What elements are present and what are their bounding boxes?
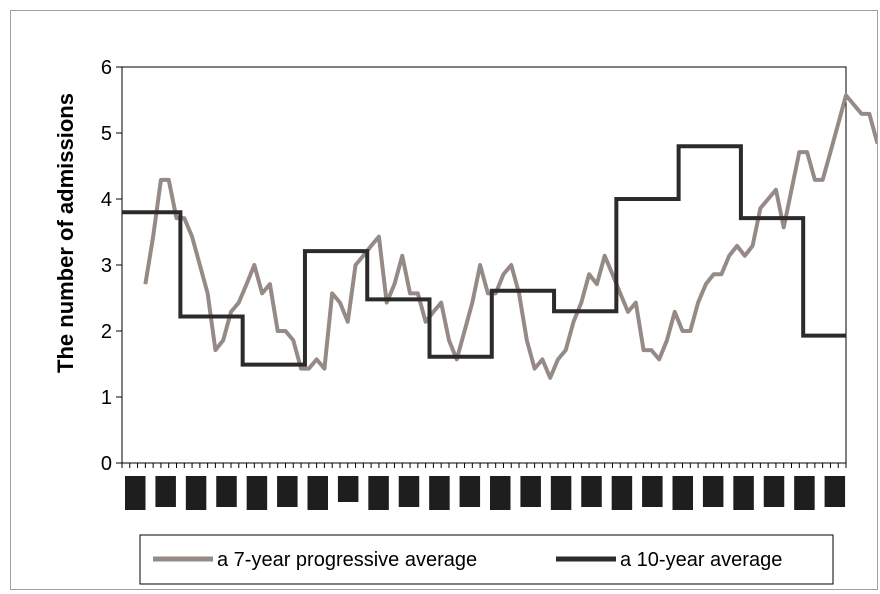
legend-label-10-year: a 10-year average [620, 549, 782, 571]
x-tick-label-block [337, 476, 359, 502]
x-axis [121, 463, 847, 468]
y-tick-label: 4 [101, 189, 112, 211]
y-tick-label: 2 [101, 321, 112, 343]
y-axis-label: The number of admissions [53, 93, 78, 373]
x-tick-label-block [368, 476, 389, 510]
x-tick-label-block [824, 476, 846, 507]
y-axis: 0 1 2 3 4 5 6 [101, 57, 122, 475]
x-tick-label-block [733, 476, 754, 510]
y-tick-label: 1 [101, 387, 112, 409]
x-tick-label-block [794, 476, 815, 510]
legend: a 7-year progressive average a 10-year a… [139, 534, 834, 585]
series-line-7-year-progressive-average [143, 93, 877, 380]
x-tick-label-block [550, 476, 572, 510]
x-tick-label-block [702, 476, 724, 507]
legend-box [139, 534, 834, 585]
x-tick-label-blocks [125, 476, 846, 510]
chart-frame: 0 1 2 3 4 5 6 The number of admissions a 7-yea… [10, 10, 878, 590]
x-tick-label-block [246, 476, 268, 510]
series-line-10-year-average [122, 144, 846, 367]
x-tick-label-block [490, 476, 511, 510]
x-tick-label-block [216, 476, 237, 507]
y-tick-label: 0 [101, 453, 112, 475]
series-layer [122, 93, 877, 380]
x-tick-label-block [581, 476, 602, 507]
x-tick-label-block [185, 476, 207, 510]
x-tick-label-block [429, 476, 450, 510]
y-tick-label: 5 [101, 123, 112, 145]
plot-area [121, 66, 847, 464]
x-tick-label-block [642, 476, 663, 507]
x-tick-label-block [125, 476, 146, 510]
x-tick-label-block [459, 476, 481, 507]
y-tick-label: 6 [101, 57, 112, 79]
x-tick-label-block [672, 476, 693, 510]
x-tick-label-block [763, 476, 785, 507]
y-tick-label: 3 [101, 255, 112, 277]
legend-label-7-year: a 7-year progressive average [217, 549, 477, 571]
x-tick-label-block [307, 476, 328, 510]
x-tick-label-block [611, 476, 633, 510]
x-tick-label-block [277, 476, 298, 507]
x-tick-label-block [155, 476, 176, 507]
x-tick-label-block [520, 476, 541, 507]
x-tick-label-block [398, 476, 420, 507]
line-chart: 0 1 2 3 4 5 6 The number of admissions a 7-yea… [53, 57, 877, 585]
plot-border [121, 66, 847, 464]
